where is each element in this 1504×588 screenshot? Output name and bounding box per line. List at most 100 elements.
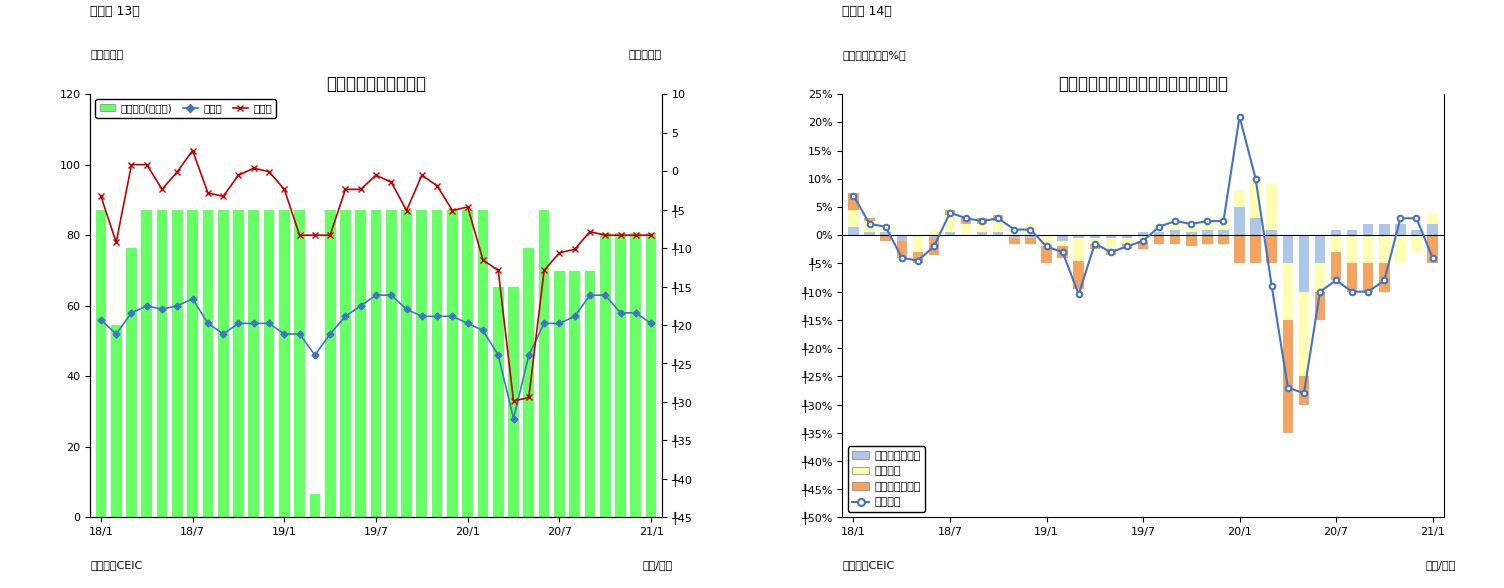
Bar: [1331, 252, 1342, 280]
Bar: [896, 241, 907, 258]
Bar: [600, 233, 611, 517]
Bar: [432, 209, 442, 517]
Bar: [1331, 235, 1342, 252]
Bar: [1139, 241, 1148, 249]
Bar: [248, 209, 259, 517]
Bar: [1041, 246, 1051, 263]
Bar: [1266, 235, 1277, 263]
Text: （年/月）: （年/月）: [1426, 560, 1456, 570]
Bar: [1411, 235, 1421, 252]
Bar: [880, 227, 890, 232]
Bar: [1250, 235, 1260, 263]
Bar: [1026, 224, 1036, 235]
Bar: [1379, 224, 1390, 235]
Bar: [1379, 235, 1390, 263]
Title: フィリピン　輸出の伸び率（品目別）: フィリピン 輸出の伸び率（品目別）: [1057, 75, 1229, 92]
Bar: [1283, 235, 1293, 263]
Text: （図表 13）: （図表 13）: [90, 5, 140, 18]
Bar: [1314, 263, 1325, 292]
Bar: [1218, 229, 1229, 235]
Bar: [1379, 263, 1390, 292]
Bar: [1283, 263, 1293, 320]
Bar: [462, 209, 474, 517]
Bar: [1427, 213, 1438, 224]
Bar: [928, 229, 938, 235]
Bar: [1235, 207, 1245, 235]
Bar: [1396, 235, 1406, 263]
Bar: [141, 209, 152, 517]
Text: （資料）CEIC: （資料）CEIC: [90, 560, 143, 570]
Bar: [1074, 260, 1084, 289]
Bar: [295, 209, 305, 517]
Bar: [1170, 235, 1181, 243]
Bar: [1026, 238, 1036, 243]
Bar: [1074, 238, 1084, 260]
Bar: [1122, 235, 1133, 238]
Bar: [848, 193, 859, 210]
Bar: [1170, 229, 1181, 235]
Bar: [171, 209, 182, 517]
Bar: [1009, 235, 1020, 238]
Bar: [478, 209, 489, 517]
Text: （億ドル）: （億ドル）: [90, 50, 123, 60]
Bar: [417, 209, 427, 517]
Bar: [1105, 238, 1116, 249]
Bar: [1154, 227, 1164, 232]
Bar: [111, 325, 122, 517]
Text: （年/月）: （年/月）: [642, 560, 674, 570]
Bar: [1089, 238, 1099, 243]
Bar: [387, 209, 397, 517]
Bar: [961, 224, 972, 235]
Text: （億ドル）: （億ドル）: [629, 50, 662, 60]
Bar: [1041, 235, 1051, 246]
Bar: [1202, 235, 1212, 243]
Bar: [570, 271, 581, 517]
Bar: [1057, 235, 1068, 241]
Bar: [1122, 243, 1133, 249]
Bar: [538, 209, 549, 517]
Bar: [865, 221, 875, 232]
Bar: [402, 209, 412, 517]
Text: （資料）CEIC: （資料）CEIC: [842, 560, 895, 570]
Bar: [218, 209, 229, 517]
Bar: [1235, 190, 1245, 207]
Bar: [126, 248, 137, 517]
Bar: [156, 209, 167, 517]
Bar: [585, 271, 596, 517]
Bar: [340, 209, 350, 517]
Bar: [1427, 235, 1438, 263]
Bar: [993, 232, 1003, 235]
Bar: [1298, 376, 1308, 405]
Bar: [961, 218, 972, 224]
Bar: [1009, 238, 1020, 243]
Bar: [945, 210, 955, 215]
Bar: [233, 209, 244, 517]
Bar: [553, 271, 564, 517]
Bar: [978, 232, 988, 235]
Bar: [630, 233, 641, 517]
Bar: [880, 232, 890, 235]
Bar: [1139, 232, 1148, 235]
Bar: [370, 209, 382, 517]
Bar: [945, 232, 955, 235]
Bar: [1089, 243, 1099, 249]
Bar: [1331, 229, 1342, 235]
Bar: [993, 215, 1003, 221]
Bar: [645, 233, 656, 517]
Bar: [325, 209, 335, 517]
Bar: [1074, 235, 1084, 238]
Bar: [1122, 238, 1133, 243]
Bar: [278, 209, 290, 517]
Bar: [1314, 292, 1325, 320]
Bar: [913, 235, 923, 252]
Bar: [913, 252, 923, 263]
Bar: [1154, 235, 1164, 243]
Bar: [1057, 246, 1068, 258]
Bar: [1187, 221, 1197, 232]
Legend: 貳易収支(右目盛), 輸出額, 輸入額: 貳易収支(右目盛), 輸出額, 輸入額: [95, 99, 277, 118]
Bar: [1298, 292, 1308, 376]
Bar: [1187, 235, 1197, 246]
Bar: [880, 235, 890, 241]
Bar: [1250, 218, 1260, 235]
Bar: [1348, 235, 1358, 263]
